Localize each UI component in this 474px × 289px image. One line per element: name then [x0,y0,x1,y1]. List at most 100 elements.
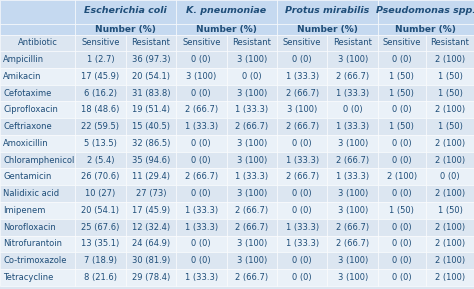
Bar [378,85,426,101]
Text: 26 (70.6): 26 (70.6) [81,172,119,181]
Text: 0 (0): 0 (0) [191,139,211,148]
Text: 0 (0): 0 (0) [392,223,412,232]
Bar [0,168,75,185]
Bar [426,101,474,118]
Text: 3 (100): 3 (100) [337,55,368,64]
Text: Ceftriaxone: Ceftriaxone [3,122,52,131]
Bar [75,135,126,152]
Bar [328,135,378,152]
Text: 2 (66.7): 2 (66.7) [185,172,218,181]
Bar [426,236,474,252]
Bar [176,51,227,68]
Bar [75,51,126,68]
Text: 17 (45.9): 17 (45.9) [132,206,170,215]
Text: Norofloxacin: Norofloxacin [3,223,56,232]
Bar [176,219,227,236]
Bar [75,152,126,168]
Bar [277,185,328,202]
Text: 1 (33.3): 1 (33.3) [336,122,369,131]
Bar [75,185,126,202]
Bar [0,269,75,286]
Text: 22 (59.5): 22 (59.5) [82,122,119,131]
Bar [378,269,426,286]
Bar [426,152,474,168]
Text: 19 (51.4): 19 (51.4) [132,105,170,114]
Bar [426,219,474,236]
Bar [75,68,126,85]
Text: 0 (0): 0 (0) [392,105,412,114]
Bar [277,101,328,118]
Text: 2 (66.7): 2 (66.7) [185,105,218,114]
Text: 2 (66.7): 2 (66.7) [336,155,369,165]
Text: Sensitive: Sensitive [283,38,321,47]
Bar [378,202,426,219]
Text: Number (%): Number (%) [395,25,456,34]
Text: 3 (100): 3 (100) [237,256,267,265]
Bar [378,118,426,135]
Bar [328,185,378,202]
Text: Chloramphenicol: Chloramphenicol [3,155,75,165]
Bar [0,236,75,252]
Text: 2 (66.7): 2 (66.7) [286,122,319,131]
Text: Number (%): Number (%) [297,25,358,34]
Text: 3 (100): 3 (100) [237,155,267,165]
Bar [126,85,176,101]
Bar [378,236,426,252]
Bar [176,101,227,118]
Text: 2 (66.7): 2 (66.7) [336,223,369,232]
Bar [227,236,277,252]
Bar [227,168,277,185]
Bar [277,236,328,252]
Bar [176,185,227,202]
Bar [75,202,126,219]
Bar [176,202,227,219]
Text: 1 (33.3): 1 (33.3) [185,273,218,282]
Text: Nitrofurantoin: Nitrofurantoin [3,239,62,249]
Text: 0 (0): 0 (0) [191,88,211,98]
Text: 0 (0): 0 (0) [191,155,211,165]
Text: 0 (0): 0 (0) [191,189,211,198]
Bar [75,219,126,236]
Text: 20 (54.1): 20 (54.1) [82,206,119,215]
Text: Sensitive: Sensitive [81,38,119,47]
Bar [328,68,378,85]
Text: 1 (33.3): 1 (33.3) [336,172,369,181]
Bar [75,24,176,35]
Bar [227,152,277,168]
Bar [0,152,75,168]
Text: 1 (33.3): 1 (33.3) [185,122,218,131]
Text: 0 (0): 0 (0) [242,72,262,81]
Text: 0 (0): 0 (0) [392,55,412,64]
Bar [378,185,426,202]
Text: 2 (100): 2 (100) [435,273,465,282]
Text: 0 (0): 0 (0) [292,273,312,282]
Bar [277,24,378,35]
Text: 25 (67.6): 25 (67.6) [81,223,119,232]
Bar [426,185,474,202]
Bar [227,101,277,118]
Bar [126,202,176,219]
Bar [378,152,426,168]
Text: 31 (83.8): 31 (83.8) [132,88,170,98]
Bar [227,185,277,202]
Bar [227,252,277,269]
Bar [378,252,426,269]
Bar [378,51,426,68]
Text: 17 (45.9): 17 (45.9) [82,72,119,81]
Text: Number (%): Number (%) [95,25,156,34]
Text: 1 (33.3): 1 (33.3) [286,155,319,165]
Text: Imipenem: Imipenem [3,206,46,215]
Text: 0 (0): 0 (0) [292,206,312,215]
Bar [328,252,378,269]
Bar [126,168,176,185]
Bar [0,252,75,269]
Text: Pseudomonas spp.: Pseudomonas spp. [376,6,474,15]
Bar [277,68,328,85]
Bar [75,236,126,252]
Bar [0,24,75,35]
Bar [126,51,176,68]
Bar [227,68,277,85]
Bar [426,68,474,85]
Text: 1 (50): 1 (50) [390,72,414,81]
Text: 1 (33.3): 1 (33.3) [185,223,218,232]
